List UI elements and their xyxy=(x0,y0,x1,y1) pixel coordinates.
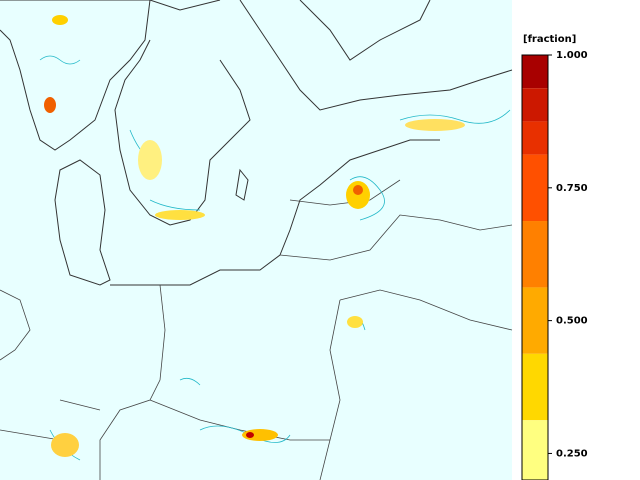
colorbar-tick-label: 1.000 xyxy=(556,50,588,61)
colorbar-band xyxy=(522,221,548,288)
colorbar-frame xyxy=(521,54,549,480)
colorbar-band xyxy=(522,420,548,480)
colorbar-band xyxy=(522,287,548,354)
colorbar: 1.000 0.750 0.500 0.250 xyxy=(521,50,588,480)
field-patches xyxy=(44,15,465,457)
colorbar-band xyxy=(522,121,548,155)
colorbar-band xyxy=(522,55,548,89)
map-background xyxy=(0,0,512,480)
colorbar-tick-label: 0.750 xyxy=(556,183,588,194)
map-outlines xyxy=(0,0,513,480)
colorbar-tick-label: 0.250 xyxy=(556,448,588,459)
colorbar-title: [fraction] xyxy=(523,34,576,45)
colorbar-band xyxy=(522,88,548,122)
colorbar-band xyxy=(522,353,548,421)
colorbar-tick-label: 0.500 xyxy=(556,316,588,327)
colorbar-band xyxy=(522,154,548,222)
